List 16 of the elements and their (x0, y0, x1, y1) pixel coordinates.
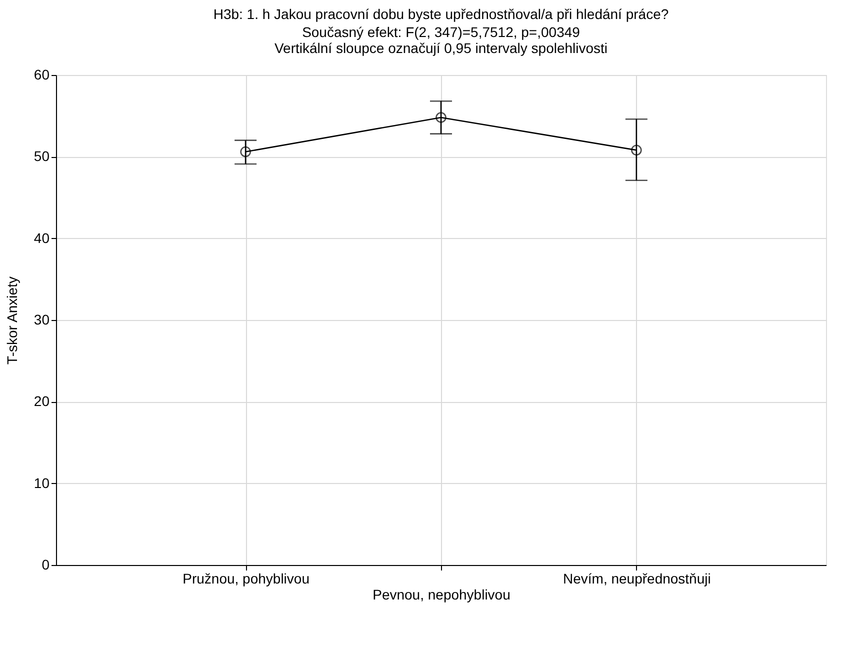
y-axis-title: T-skor Anxiety (4, 276, 20, 364)
y-tick-label: 10 (34, 474, 50, 491)
y-tick-label: 60 (34, 66, 50, 82)
point (631, 144, 642, 156)
chart-title: H3b: 1. h Jakou pracovní dobu byste upřednostňoval/a při hledání práce? (213, 6, 669, 22)
x-tick-label: Nevím, neupřednostňuji (562, 570, 711, 586)
x-tick-label: Pružnou, pohyblivou (182, 570, 310, 586)
chart-subtitle: Současný efekt: F(2, 347)=5,7512, p=,00349 Vertikální sloupce označují 0,95 intervaly spolehlivosti (274, 24, 608, 56)
x-tick-label: Pevnou, nepohyblivou (372, 586, 510, 602)
point (240, 146, 251, 158)
y-tick-label: 20 (34, 393, 50, 410)
y-tick-label: 40 (34, 230, 50, 246)
y-tick-label: 30 (34, 312, 50, 328)
y-tick-label: 50 (34, 148, 50, 164)
point (436, 112, 446, 123)
y-tick-label: 0 (42, 556, 50, 572)
